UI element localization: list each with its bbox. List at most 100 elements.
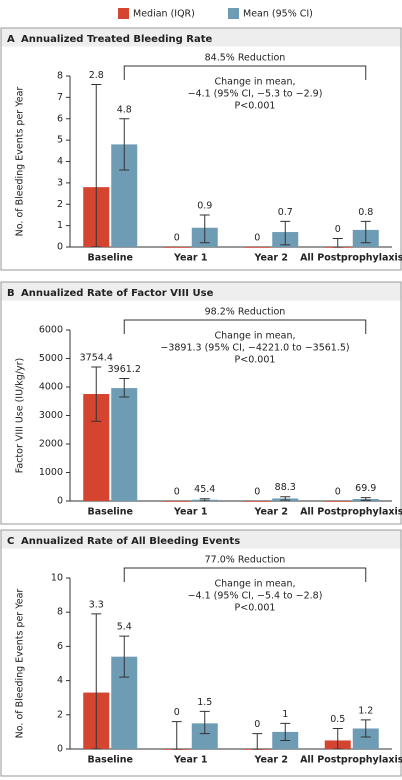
annotation-line: P<0.001 <box>235 603 276 614</box>
error-bar <box>119 635 130 678</box>
panel-frame <box>0 281 402 525</box>
value-label: 3754.4 <box>80 353 113 364</box>
panel-header <box>1 530 401 549</box>
panel-frame <box>0 27 402 271</box>
value-label: 1.2 <box>358 705 373 716</box>
x-tick-label: All Postprophylaxis <box>300 507 402 518</box>
value-label: 3961.2 <box>108 364 141 375</box>
bar <box>111 388 138 501</box>
y-tick-label: 1000 <box>39 467 63 478</box>
error-bar <box>332 727 343 750</box>
value-label: 0 <box>254 487 260 498</box>
value-label: 3.3 <box>89 599 104 610</box>
error-bar <box>91 613 102 750</box>
panel-header <box>1 28 401 47</box>
bracket <box>123 567 367 582</box>
value-label: 45.4 <box>194 484 215 495</box>
annotation-line: Change in mean, <box>214 77 295 88</box>
error-bar <box>332 237 343 248</box>
x-tick-label: Baseline <box>88 253 133 264</box>
annotation-line: Change in mean, <box>214 331 295 342</box>
reduction-label: 77.0% Reduction <box>205 555 286 566</box>
y-tick-label: 8 <box>57 607 63 618</box>
annotation-line: Change in mean, <box>214 579 295 590</box>
y-tick-label: 7 <box>57 92 63 103</box>
error-bar <box>119 377 130 398</box>
y-tick-label: 0 <box>57 242 63 253</box>
y-axis-label: No. of Bleeding Events per Year <box>15 589 26 739</box>
y-tick-label: 2 <box>57 709 63 720</box>
annotation-line: P<0.001 <box>235 355 276 366</box>
y-tick-label: 6 <box>57 641 63 652</box>
panel-title: Annualized Treated Bleeding Rate <box>21 34 213 45</box>
panel-letter: A <box>7 34 15 45</box>
y-tick-label: 6 <box>57 113 63 124</box>
value-label: 0.8 <box>358 207 373 218</box>
bar <box>244 501 271 502</box>
value-label: 0 <box>254 233 260 244</box>
value-label: 0.9 <box>197 200 212 211</box>
reduction-label: 84.5% Reduction <box>205 53 286 64</box>
bar <box>352 728 379 749</box>
value-label: 0 <box>174 487 180 498</box>
x-tick-label: Year 1 <box>173 755 207 766</box>
bar <box>163 247 190 248</box>
value-label: 88.3 <box>275 482 296 493</box>
value-label: 2.8 <box>89 70 104 81</box>
error-bar <box>280 722 291 741</box>
legend-swatch <box>228 8 239 19</box>
panel-frame <box>0 529 402 777</box>
value-label: 0 <box>174 707 180 718</box>
panel-title: Annualized Rate of All Bleeding Events <box>21 536 240 547</box>
y-tick-label: 3000 <box>39 410 63 421</box>
value-label: 4.8 <box>117 104 132 115</box>
value-label: 69.9 <box>355 483 376 494</box>
y-axis-label: Factor VIII Use (IU/kg/yr) <box>15 358 26 473</box>
bar <box>163 501 190 502</box>
panel-letter: C <box>7 536 14 547</box>
bar <box>244 247 271 248</box>
y-tick-label: 4 <box>57 156 63 167</box>
y-tick-label: 2 <box>57 199 63 210</box>
annotation-line: P<0.001 <box>235 101 276 112</box>
annotation-line: −3891.3 (95% CI, −4221.0 to −3561.5) <box>160 343 349 354</box>
x-tick-label: Baseline <box>88 507 133 518</box>
y-tick-label: 4 <box>57 675 63 686</box>
x-tick-label: Year 1 <box>173 507 207 518</box>
bracket <box>123 319 367 334</box>
y-tick-label: 0 <box>57 744 63 755</box>
y-tick-label: 1 <box>57 220 63 231</box>
error-bar <box>360 719 371 738</box>
value-label: 0.7 <box>278 207 293 218</box>
value-label: 0 <box>174 233 180 244</box>
y-axis-label: No. of Bleeding Events per Year <box>15 87 26 237</box>
value-label: 0 <box>254 719 260 730</box>
x-tick-label: Year 2 <box>254 755 288 766</box>
error-bar <box>171 721 182 750</box>
x-tick-label: All Postprophylaxis <box>300 253 402 264</box>
y-tick-label: 3 <box>57 177 63 188</box>
panel-title: Annualized Rate of Factor VIII Use <box>21 288 214 299</box>
error-bar <box>199 498 210 502</box>
y-tick-label: 4000 <box>39 382 63 393</box>
x-tick-label: Year 2 <box>254 253 288 264</box>
value-label: 5.4 <box>117 622 132 633</box>
error-bar <box>360 497 371 501</box>
y-tick-label: 5000 <box>39 353 63 364</box>
value-label: 0 <box>335 224 341 235</box>
panel-letter: B <box>7 288 15 299</box>
legend-label: Mean (95% CI) <box>243 9 313 20</box>
x-tick-label: Year 1 <box>173 253 207 264</box>
legend-label: Median (IQR) <box>133 9 195 20</box>
value-label: 1 <box>282 709 288 720</box>
y-tick-label: 0 <box>57 496 63 507</box>
value-label: 1.5 <box>197 697 212 708</box>
error-bar <box>280 496 291 501</box>
bar <box>324 501 351 502</box>
y-tick-label: 10 <box>51 573 63 584</box>
y-tick-label: 2000 <box>39 439 63 450</box>
y-tick-label: 5 <box>57 135 63 146</box>
error-bar <box>199 214 210 244</box>
